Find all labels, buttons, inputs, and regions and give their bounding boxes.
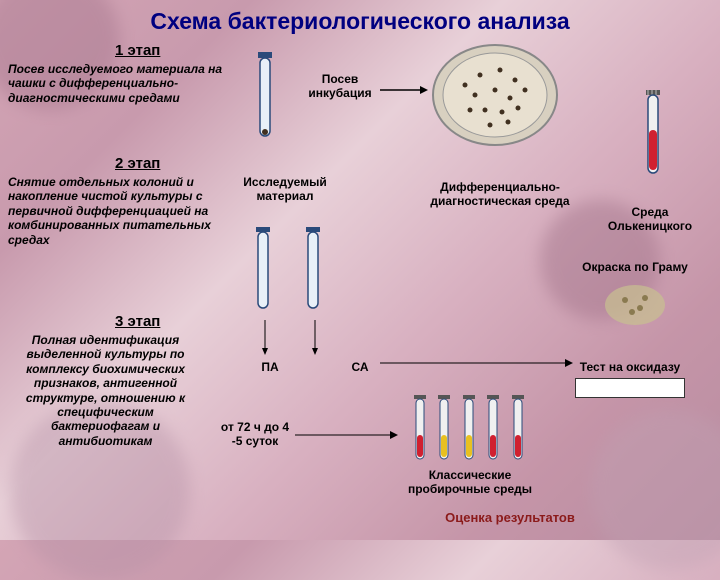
results-label: Оценка результатов <box>420 510 600 525</box>
sa-label: СА <box>345 360 375 374</box>
time-label: от 72 ч до 4 -5 суток <box>215 420 295 449</box>
test-tube-icon <box>300 225 326 315</box>
arrow-icon <box>295 425 405 445</box>
diff-medium-label: Дифференциально-диагностическая среда <box>420 180 580 209</box>
olkenitsky-label: Среда Олькеницкого <box>595 205 705 234</box>
stage3-text: Полная идентификация выделенной культуры… <box>8 333 203 448</box>
gram-smear-icon <box>600 280 670 330</box>
pa-label: ПА <box>255 360 285 374</box>
mini-tube-icon <box>435 395 453 465</box>
classic-tubes-group <box>410 395 528 470</box>
material-label: Исследуемый материал <box>235 175 335 204</box>
mini-tube-icon <box>509 395 527 465</box>
stage1-text: Посев исследуемого материала на чашки с … <box>8 62 228 105</box>
test-tube-icon <box>250 225 276 315</box>
classic-label: Классические пробирочные среды <box>400 468 540 497</box>
stage2-label: 2 этап <box>115 155 160 172</box>
inoculation-label: Посев инкубация <box>300 72 380 101</box>
olkenitsky-tube-icon <box>640 90 666 180</box>
mini-tube-icon <box>411 395 429 465</box>
test-tube-icon <box>250 50 280 150</box>
stage1-label: 1 этап <box>115 42 160 59</box>
stage3-label: 3 этап <box>115 313 160 330</box>
mini-tube-icon <box>484 395 502 465</box>
gram-label: Окраска по Граму <box>560 260 710 274</box>
stage2-text: Снятие отдельных колоний и накопление чи… <box>8 175 223 247</box>
arrow-icon <box>380 80 430 100</box>
page-title: Схема бактериологического анализа <box>0 8 720 35</box>
oxidase-label: Тест на оксидазу <box>560 360 700 374</box>
arrow-icon <box>380 353 575 373</box>
mini-tube-icon <box>460 395 478 465</box>
petri-dish-icon <box>430 40 560 150</box>
arrow-icon <box>260 320 340 360</box>
oxidase-box-icon <box>575 378 685 398</box>
